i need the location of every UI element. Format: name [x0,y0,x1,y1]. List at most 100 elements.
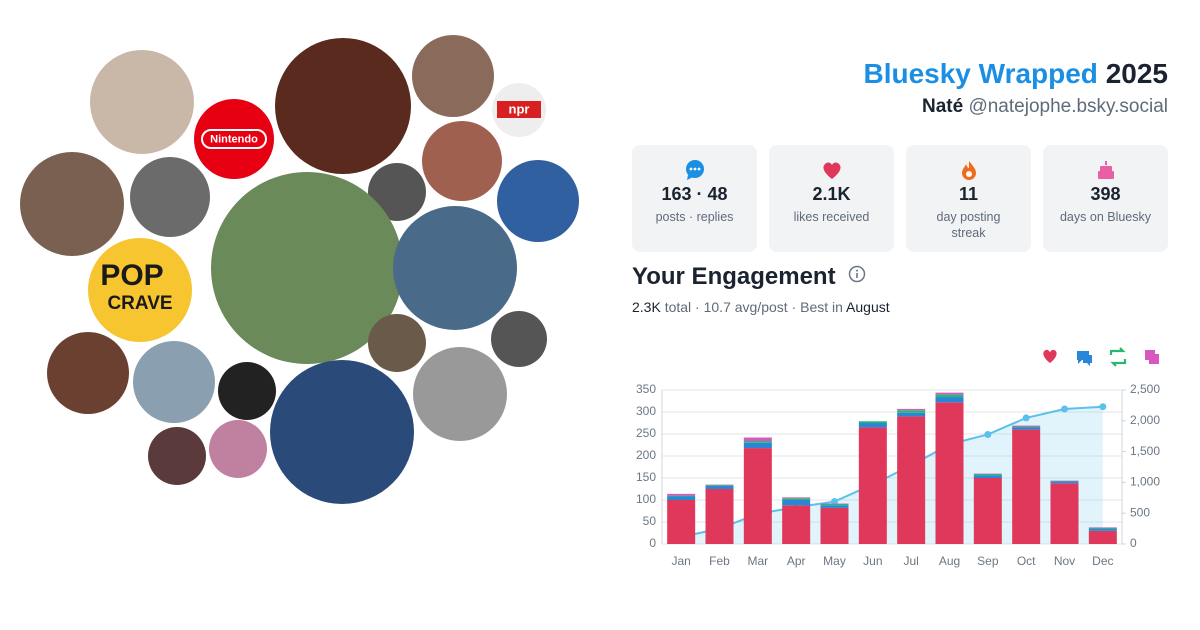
avatar [133,341,215,423]
y2-tick-label: 0 [1130,536,1137,550]
logo-text: POP [100,259,163,292]
logo-frame [497,101,541,118]
handle: @natejophe.bsky.social [968,96,1168,117]
bar-segment [1012,426,1041,428]
x-tick-label: Apr [787,554,806,568]
stat-value: 2.1K [812,184,851,204]
y-tick-label: 350 [636,382,656,396]
avatar [368,314,426,372]
legend-icon[interactable] [1043,349,1057,363]
bar-segment [667,496,696,500]
legend-icon[interactable] [1077,351,1092,366]
logo-text: CRAVE [107,293,172,314]
bar-segment [743,437,772,442]
cumulative-point [831,498,838,506]
avatar [422,121,502,201]
bar-segment [1050,481,1079,484]
stat-card: 2.1K likes received [769,145,894,252]
stat-label: posts · replies [655,210,734,224]
logo-text: Nintendo [210,133,258,145]
bar-segment [935,397,964,403]
stat-value: 11 [958,184,979,204]
header-title: Bluesky Wrapped 2025 [863,58,1168,90]
bar-segment [667,493,696,496]
avatar [413,347,507,441]
engagement-title: Your Engagement [632,263,836,290]
display-name: Naté [921,96,964,117]
bar-segment [705,489,734,544]
avatar [491,311,547,367]
y2-tick-label: 1,000 [1130,475,1160,489]
y2-tick-label: 1,500 [1130,444,1160,458]
bar-segment [705,485,734,489]
stat-card: 11 day posting streak [906,145,1031,252]
avatar-collage: Nintendo npr POP CRAVE [20,35,579,504]
icon [1098,161,1114,179]
x-tick-label: Feb [709,554,730,568]
bar-segment [897,416,926,544]
bar-segment [1088,527,1117,529]
legend-icon[interactable] [1145,350,1159,364]
avatar [88,238,192,342]
stat-value: 398 [1090,184,1121,204]
cumulative-point [984,430,992,438]
bar-segment [1050,483,1079,544]
legend-icon[interactable] [1109,347,1127,367]
stat-label: likes received [793,210,870,224]
stat-value: 163 · 48 [661,184,728,204]
avatar [275,38,411,174]
avatars: Nintendo npr POP CRAVE [20,35,579,504]
bar-segment [858,421,887,423]
y2-tick-label: 500 [1130,505,1150,519]
bar-segment [935,402,964,544]
info-icon[interactable] [848,265,866,283]
bar-segment [1012,425,1041,427]
bar-segment [1012,429,1041,544]
x-tick-label: Nov [1054,554,1075,568]
cumulative-point [1022,414,1030,422]
summary-text: total · 10.7 avg/post · Best in [664,299,843,315]
bar-segment [667,495,696,497]
cumulative-point [1061,405,1068,413]
bar-segment [820,505,849,508]
x-tick-label: Dec [1092,554,1113,568]
icon [962,161,976,180]
icon [823,162,841,179]
y2-tick-label: 2,500 [1130,382,1160,396]
bar-segment [782,498,811,500]
avatar [218,362,276,420]
bar-segment [935,394,964,398]
y2-tick-label: 2,000 [1130,413,1160,427]
bar-segment [897,410,926,413]
stat-card: 163 · 48 posts · replies [632,145,757,252]
bar-segment [973,478,1002,544]
avatar [148,427,206,485]
bar-segment [1088,528,1117,531]
x-tick-label: Jan [671,554,690,568]
logo-text: npr [509,101,530,116]
bar-segment [782,500,811,506]
bar-segment [858,427,887,544]
y-tick-label: 0 [649,536,656,550]
bar-segment [1088,530,1117,544]
bar-segment [782,497,811,499]
best-month: August [846,299,890,315]
y-tick-label: 250 [636,426,656,440]
stat-card: 398 days on Bluesky [1043,145,1168,252]
title: Bluesky Wrapped [863,58,1098,89]
bar-segment [705,485,734,486]
avatar [211,172,403,364]
y-tick-label: 50 [643,514,657,528]
engagement-summary: 2.3K total · 10.7 avg/post · Best in Aug… [632,299,890,315]
stat-label: day posting streak [936,210,1001,240]
logo-frame [201,129,267,149]
bar-segment [973,474,1002,476]
avatar [130,157,210,237]
profile-line: Naté @natejophe.bsky.social [922,96,1168,118]
cumulative-point [1099,403,1107,411]
year: 2025 [1105,58,1168,89]
bar-segment [743,441,772,443]
icon [686,160,704,180]
